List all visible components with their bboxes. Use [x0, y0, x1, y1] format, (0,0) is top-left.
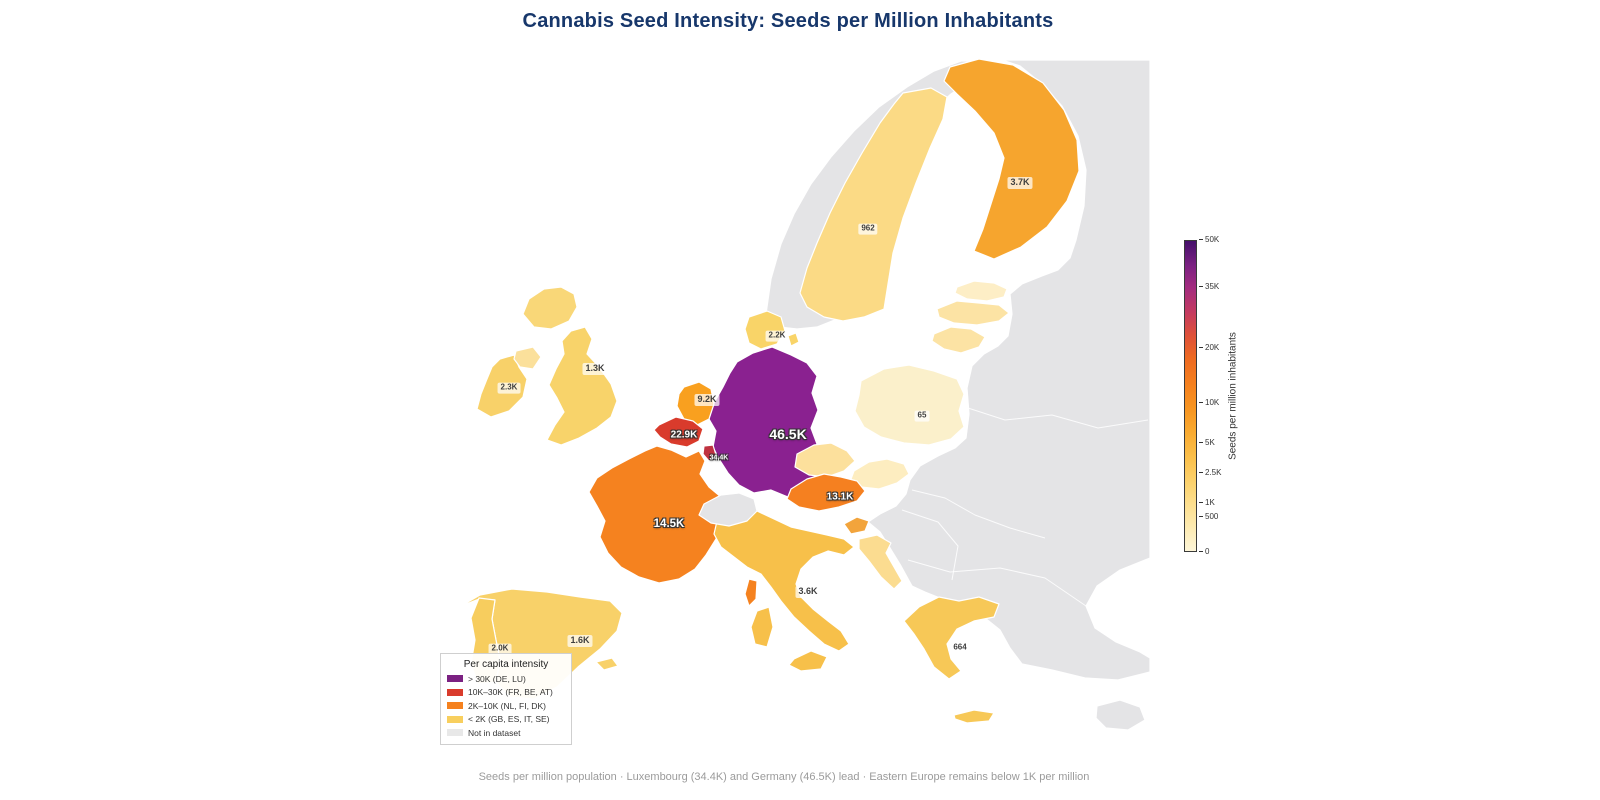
- border-belarus-ukraine: [967, 407, 1149, 429]
- value-label-denmark: 2.2K: [765, 330, 789, 342]
- country-lithuania: [931, 326, 986, 354]
- legend-item-label: < 2K (GB, ES, IT, SE): [468, 714, 550, 724]
- country-czechia: [794, 442, 856, 478]
- country-france: [588, 445, 730, 584]
- island-balearics: [595, 657, 619, 671]
- region-eastern-europe-not-in-dataset: [867, 59, 1151, 681]
- island-crete: [953, 709, 995, 724]
- legend-swatch-yellow: [447, 715, 463, 723]
- colorbar-tick: 0: [1199, 548, 1209, 556]
- border-romania-bulgaria: [907, 559, 1087, 607]
- colorbar-tick: 2.5K: [1199, 469, 1221, 477]
- value-label-austria: 13.1K: [826, 491, 854, 503]
- country-estonia: [954, 280, 1008, 302]
- legend-swatch-red: [447, 688, 463, 696]
- legend-item: < 2K (GB, ES, IT, SE): [447, 714, 565, 724]
- page-title: Cannabis Seed Intensity: Seeds per Milli…: [522, 10, 1054, 32]
- value-label-france: 14.5K: [653, 518, 685, 530]
- value-label-sweden: 962: [858, 223, 878, 235]
- legend-swatch-orange: [447, 702, 463, 709]
- value-label-finland: 3.7K: [1007, 177, 1033, 189]
- value-label-belgium: 22.9K: [670, 429, 698, 441]
- legend-item-label: 2K–10K (NL, FI, DK): [468, 700, 546, 711]
- border-ukraine-romania: [911, 489, 1046, 539]
- colorbar: [1184, 240, 1197, 552]
- country-switzerland: [698, 492, 758, 527]
- colorbar-tick: 5K: [1199, 439, 1215, 447]
- colorbar-tick: 500: [1199, 513, 1218, 521]
- value-label-germany: 46.5K: [769, 426, 807, 442]
- country-luxembourg: [702, 444, 717, 462]
- country-denmark-island: [787, 332, 800, 347]
- legend-title: Per capita intensity: [463, 659, 549, 670]
- legend-item-label: > 30K (DE, LU): [468, 673, 526, 684]
- legend-swatch-purple: [447, 675, 463, 682]
- legend-item: 10K–30K (FR, BE, AT): [447, 687, 565, 697]
- country-croatia: [858, 534, 903, 590]
- country-austria: [786, 473, 866, 512]
- country-belgium: [653, 416, 704, 448]
- island-corsica: [744, 578, 758, 607]
- country-finland: [943, 58, 1080, 260]
- value-label-poland: 65: [914, 410, 930, 422]
- value-label-ireland: 2.3K: [497, 382, 521, 394]
- value-label-italy: 3.6K: [795, 586, 821, 598]
- island-sardinia: [750, 606, 774, 648]
- colorbar-axis-label: Seeds per million inhabitants: [1227, 332, 1239, 460]
- value-label-uk: 1.3K: [582, 363, 608, 375]
- colorbar-tick: 50K: [1199, 236, 1219, 244]
- legend-item: 2K–10K (NL, FI, DK): [447, 701, 565, 711]
- country-slovenia: [843, 516, 870, 535]
- border-serbia: [901, 509, 959, 581]
- colorbar-tick: 35K: [1199, 283, 1219, 291]
- country-latvia: [936, 300, 1010, 326]
- legend-item-label: Not in dataset: [468, 727, 521, 738]
- country-poland: [854, 364, 965, 446]
- colorbar-tick: 20K: [1199, 344, 1219, 352]
- country-turkey: [1095, 699, 1146, 731]
- country-sweden: [799, 87, 948, 322]
- country-germany: [708, 346, 819, 498]
- figure-caption: Seeds per million population · Luxembour…: [478, 771, 1090, 783]
- country-iceland: [522, 286, 578, 330]
- value-label-portugal: 2.0K: [488, 643, 512, 655]
- legend-item-label: 10K–30K (FR, BE, AT): [468, 687, 553, 697]
- value-label-luxembourg: 34.4K: [709, 454, 729, 462]
- legend: Per capita intensity > 30K (DE, LU) 10K–…: [440, 653, 572, 745]
- legend-item: > 30K (DE, LU): [447, 674, 565, 684]
- value-label-netherlands: 9.2K: [694, 394, 720, 406]
- country-greece: [903, 596, 1000, 680]
- region-northern-ireland: [513, 346, 542, 370]
- value-label-spain: 1.6K: [567, 635, 593, 647]
- country-italy: [713, 504, 855, 652]
- legend-swatch-gray: [447, 729, 463, 736]
- value-label-greece: 664: [950, 642, 970, 654]
- colorbar-tick: 1K: [1199, 499, 1215, 507]
- colorbar-tick: 10K: [1199, 399, 1219, 407]
- legend-item: Not in dataset: [447, 728, 565, 738]
- country-united-kingdom: [546, 326, 618, 446]
- island-sicily: [788, 650, 828, 672]
